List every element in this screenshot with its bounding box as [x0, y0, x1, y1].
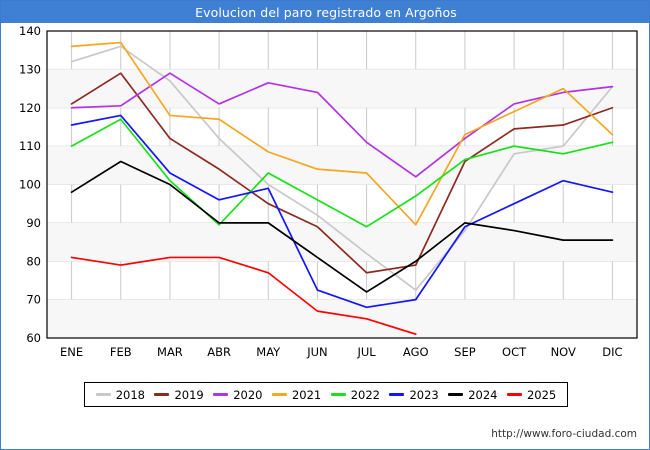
x-axis-tick-labels: ENE FEB MAR ABR MAY JUN JUL AGO SEP OCT NOV DIC [60, 345, 623, 359]
legend-swatch-2019 [154, 393, 170, 396]
y-tick-100: 100 [19, 178, 41, 192]
page-title: Evolucion del paro registrado en Argoños [195, 4, 457, 20]
legend-label-2020: 2020 [233, 387, 263, 402]
legend-swatch-2025 [506, 393, 522, 396]
legend-swatch-2020 [213, 393, 229, 396]
legend-label-2022: 2022 [350, 387, 381, 402]
legend-swatch-2021 [271, 393, 287, 396]
chart-plot-area: 60 70 80 90 100 110 120 130 140 ENE FEB MAR ABR MAY J… [1, 23, 649, 368]
legend-swatch-2018 [95, 393, 111, 396]
y-tick-70: 70 [26, 293, 41, 307]
legend-label-2025: 2025 [526, 387, 557, 402]
x-tick-FEB: FEB [110, 345, 132, 359]
legend-swatch-2024 [448, 393, 464, 396]
y-tick-110: 110 [19, 139, 41, 153]
source-url: http://www.foro-ciudad.com [491, 428, 637, 440]
legend-label-2023: 2023 [409, 387, 439, 402]
window-title-bar: Evolucion del paro registrado en Argoños [1, 1, 649, 23]
plot-band [47, 69, 637, 108]
plot-band [47, 299, 637, 338]
chart-legend: 2018 2019 2020 2021 2022 2023 2024 2025 [84, 382, 568, 407]
plot-band [47, 146, 637, 185]
y-axis-tick-labels: 60 70 80 90 100 110 120 130 140 [19, 24, 41, 345]
legend-swatch-2022 [330, 393, 346, 396]
legend-item-2018[interactable]: 2018 [95, 387, 146, 402]
series-line-2025 [70, 256, 417, 336]
x-tick-ENE: ENE [60, 345, 83, 359]
legend-item-2019[interactable]: 2019 [154, 387, 204, 402]
x-tick-DIC: DIC [602, 345, 622, 359]
x-tick-JUL: JUL [356, 345, 376, 359]
series-line-2020 [70, 72, 614, 178]
legend-label-2024: 2024 [468, 387, 498, 402]
line-chart-svg: 60 70 80 90 100 110 120 130 140 ENE FEB MAR ABR MAY J… [19, 24, 638, 359]
plot-border [46, 30, 638, 339]
legend-item-2025[interactable]: 2025 [506, 387, 557, 402]
y-tick-90: 90 [26, 216, 41, 230]
plot-band [47, 222, 637, 262]
x-tick-SEP: SEP [454, 345, 476, 359]
series-line-2024 [70, 160, 614, 293]
x-tick-MAR: MAR [157, 345, 183, 359]
legend-item-2021[interactable]: 2021 [271, 387, 322, 402]
x-tick-NOV: NOV [551, 345, 576, 359]
legend-item-2020[interactable]: 2020 [213, 387, 263, 402]
y-tick-120: 120 [19, 101, 41, 115]
legend-item-2022[interactable]: 2022 [330, 387, 381, 402]
series-line-2019 [70, 72, 614, 274]
legend-label-2018: 2018 [115, 387, 146, 402]
alternating-bands [47, 69, 637, 338]
series-line-2023 [70, 114, 614, 309]
legend-swatch-2023 [389, 393, 405, 396]
legend-label-2021: 2021 [291, 387, 322, 402]
x-tick-JUN: JUN [306, 345, 327, 359]
series-line-2022 [70, 118, 614, 228]
y-tick-130: 130 [19, 62, 41, 76]
y-tick-60: 60 [26, 331, 41, 345]
legend-label-2019: 2019 [174, 387, 204, 402]
x-tick-OCT: OCT [502, 345, 527, 359]
y-tick-140: 140 [19, 24, 41, 38]
series-line-2018 [70, 45, 614, 291]
series-line-2021 [70, 41, 614, 226]
x-tick-AGO: AGO [403, 345, 429, 359]
legend-item-2023[interactable]: 2023 [389, 387, 439, 402]
x-tick-MAY: MAY [256, 345, 281, 359]
x-tick-ABR: ABR [207, 345, 231, 359]
legend-item-2024[interactable]: 2024 [448, 387, 498, 402]
y-tick-80: 80 [26, 254, 41, 268]
data-series-lines [70, 41, 614, 336]
